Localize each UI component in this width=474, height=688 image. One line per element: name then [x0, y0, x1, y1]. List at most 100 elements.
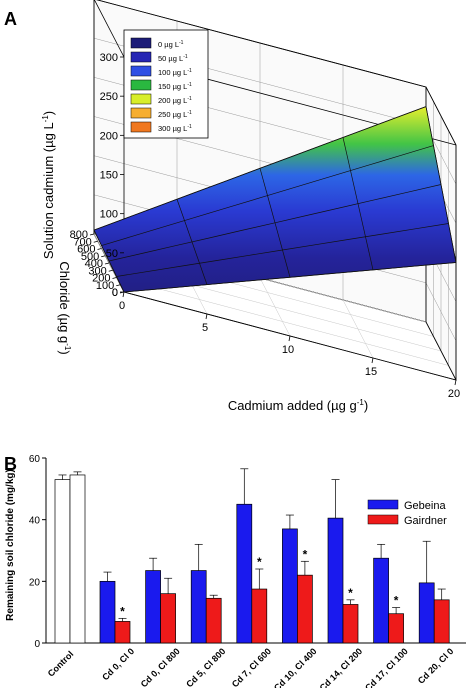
- bar-gebeina: [236, 503, 253, 644]
- significance-marker: *: [303, 547, 308, 561]
- legend-entry-label: Gebeina: [404, 500, 446, 512]
- bar-gairdner: [251, 588, 268, 644]
- chloride-tick-label: 300: [88, 265, 106, 277]
- legend-entry-label: 50 µg L-1: [158, 54, 188, 63]
- bar-gebeina: [99, 580, 116, 644]
- z-axis-label-sup: -1: [41, 115, 50, 123]
- x-category-label: Cd 20, Cl 0: [416, 646, 456, 686]
- legend-entry-value: 50 µg L: [158, 54, 183, 63]
- bar-gebeina: [327, 517, 344, 644]
- chloride-tick-label: 100: [96, 280, 114, 292]
- significance-marker: *: [257, 555, 262, 569]
- chloride-tick-label: 600: [77, 244, 95, 256]
- bar-gairdner: [114, 621, 131, 644]
- surface-meshline: [101, 145, 434, 246]
- z-axis-label: Solution cadmium (µg L-1): [41, 111, 56, 259]
- x-category-label: Cd 17, Cl 100: [363, 646, 410, 688]
- cadmium-axis-label-sup: -1: [357, 398, 365, 407]
- box-edge: [94, 0, 125, 58]
- legend-entry-sup: -1: [187, 68, 192, 74]
- chloride-tick: [97, 248, 102, 250]
- chloride-axis-label-text: Chloride (µg g: [57, 261, 72, 343]
- legend-swatch: [130, 37, 152, 49]
- legend-entry-value: 300 µg L: [158, 124, 187, 133]
- bar-gairdner: [205, 597, 222, 644]
- legend-swatch: [367, 514, 399, 525]
- chloride-tick-label: 700: [73, 236, 91, 248]
- bar-gebeina: [145, 570, 161, 644]
- legend-entry-sup: -1: [187, 124, 192, 130]
- surface-meshline: [108, 184, 442, 262]
- bar-gairdner: [342, 604, 359, 644]
- legend-entry-value: 150 µg L: [158, 82, 187, 91]
- cadmium-tick: [454, 379, 457, 386]
- legend-swatch: [130, 65, 152, 77]
- bar-y-tick-label: 20: [29, 577, 41, 588]
- chloride-axis-label-sup: -1: [63, 343, 72, 351]
- chloride-tick-label: 0: [112, 287, 118, 299]
- x-category-label: Cd 5, Cl 800: [184, 646, 227, 688]
- cadmium-tick: [288, 335, 291, 342]
- chloride-axis-label: Chloride (µg g-1): [57, 261, 72, 354]
- bar-y-tick-label: 0: [34, 639, 40, 650]
- legend-entry-sup: -1: [187, 82, 192, 88]
- legend-entry-label: 100 µg L-1: [158, 68, 192, 77]
- z-axis-label-end: ): [41, 111, 56, 115]
- bar-gebeina: [190, 570, 207, 644]
- chloride-tick: [119, 291, 125, 294]
- legend-entry-label: 0 µg L-1: [158, 40, 184, 49]
- chloride-tick: [101, 255, 106, 258]
- bar-gebeina: [373, 557, 389, 644]
- z-tick-label: 100: [100, 209, 118, 221]
- chloride-tick: [108, 269, 113, 272]
- legend-swatch: [130, 79, 152, 91]
- control-bar: [54, 479, 71, 644]
- cadmium-tick-label: 15: [365, 366, 377, 378]
- legend-entry-sup: -1: [187, 96, 192, 102]
- x-category-label: Cd 7, Cl 600: [230, 646, 273, 688]
- box-edge: [425, 86, 457, 146]
- legend-entry-value: 0 µg L: [158, 40, 179, 49]
- legend-entry-value: 250 µg L: [158, 110, 187, 119]
- legend-entry-label: 150 µg L-1: [158, 82, 192, 91]
- bar-gairdner: [297, 574, 313, 644]
- panel-a-label: A: [4, 9, 17, 29]
- chloride-tick: [104, 262, 110, 265]
- cadmium-tick: [205, 313, 208, 320]
- legend-entry-value: 200 µg L: [158, 96, 187, 105]
- floor-gridline: [116, 277, 449, 366]
- chloride-tick-label: 400: [85, 258, 103, 270]
- chloride-tick: [93, 240, 98, 243]
- x-category-label: Cd 0, Cl 0: [100, 646, 136, 682]
- cadmium-axis: 0 5 10 15 20: [119, 291, 460, 400]
- z-tick-label: 200: [100, 130, 118, 142]
- z-tick-label: 0: [112, 287, 118, 299]
- chloride-tick-label: 500: [81, 251, 99, 263]
- bar-chart-panel: B Remaining soil chloride (mg/kg) 0 20 40 6…: [4, 454, 466, 688]
- legend-swatch: [130, 107, 152, 119]
- control-bar: [69, 474, 86, 644]
- box-edge: [425, 321, 457, 381]
- z-tick-label: 300: [100, 52, 118, 64]
- chloride-tick: [89, 233, 95, 236]
- legend-entry-label: Gairdner: [404, 515, 447, 527]
- chloride-tick-label: 800: [70, 229, 88, 241]
- chloride-tick: [116, 284, 121, 287]
- legend-entry-sup: -1: [187, 110, 192, 116]
- bar-gebeina: [418, 582, 435, 644]
- bar-gebeina: [282, 528, 298, 644]
- legend-entry-sup: -1: [179, 40, 184, 46]
- x-category-label: Cd 0, Cl 800: [139, 646, 182, 688]
- bar-y-tick-label: 60: [29, 454, 41, 465]
- cadmium-axis-label: Cadmium added (µg g-1): [228, 398, 368, 413]
- bar-gairdner: [160, 593, 176, 644]
- z-tick-label: 250: [100, 91, 118, 103]
- cadmium-tick-label: 0: [119, 300, 125, 312]
- legend-swatch: [130, 51, 152, 63]
- legend-entry-sup: -1: [183, 54, 188, 60]
- legend-entry-value: 100 µg L: [158, 68, 187, 77]
